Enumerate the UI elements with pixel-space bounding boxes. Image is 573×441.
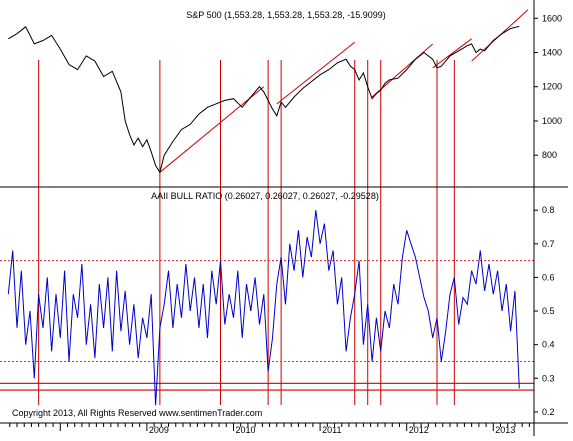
- sp500-ytick-label: 1200: [542, 82, 562, 92]
- year-tick-label: 2010: [235, 425, 255, 435]
- year-tick-label: 2009: [149, 425, 169, 435]
- bull-ratio-ytick-label: 0.7: [542, 239, 555, 249]
- bull-ratio-series-line: [7, 210, 520, 406]
- year-tick-label: 2012: [409, 425, 429, 435]
- sp500-ytick-label: 1400: [542, 48, 562, 58]
- sp500-ytick-label: 800: [542, 150, 557, 160]
- trendline: [276, 41, 356, 105]
- sp500-series-line: [8, 25, 520, 174]
- year-tick-label: 2011: [322, 425, 341, 435]
- vertical-marker-layer: [38, 60, 455, 405]
- bull-ratio-ytick-label: 0.2: [542, 407, 555, 417]
- bull-ratio-ytick-label: 0.6: [542, 272, 555, 282]
- trendline: [159, 86, 265, 173]
- copyright-text: Copyright 2013, All Rights Reserved www.…: [12, 408, 262, 418]
- bull-ratio-ytick-label: 0.4: [542, 340, 555, 350]
- bull-ratio-panel: [0, 210, 534, 406]
- bull-ratio-title: AAII BULL RATIO (0.26027, 0.26027, 0.260…: [151, 191, 379, 201]
- sp500-ytick-label: 1000: [542, 116, 562, 126]
- bull-ratio-ytick-label: 0.8: [542, 205, 555, 215]
- bull-ratio-ytick-label: 0.5: [542, 306, 555, 316]
- sp500-panel: [8, 9, 529, 174]
- year-tick-label: 2013: [495, 425, 515, 435]
- bull-ratio-ytick-label: 0.3: [542, 373, 555, 383]
- sp500-ytick-label: 1600: [542, 13, 562, 23]
- trendline: [432, 38, 472, 69]
- sp500-title: S&P 500 (1,553.28, 1,553.28, 1,553.28, -…: [186, 10, 386, 20]
